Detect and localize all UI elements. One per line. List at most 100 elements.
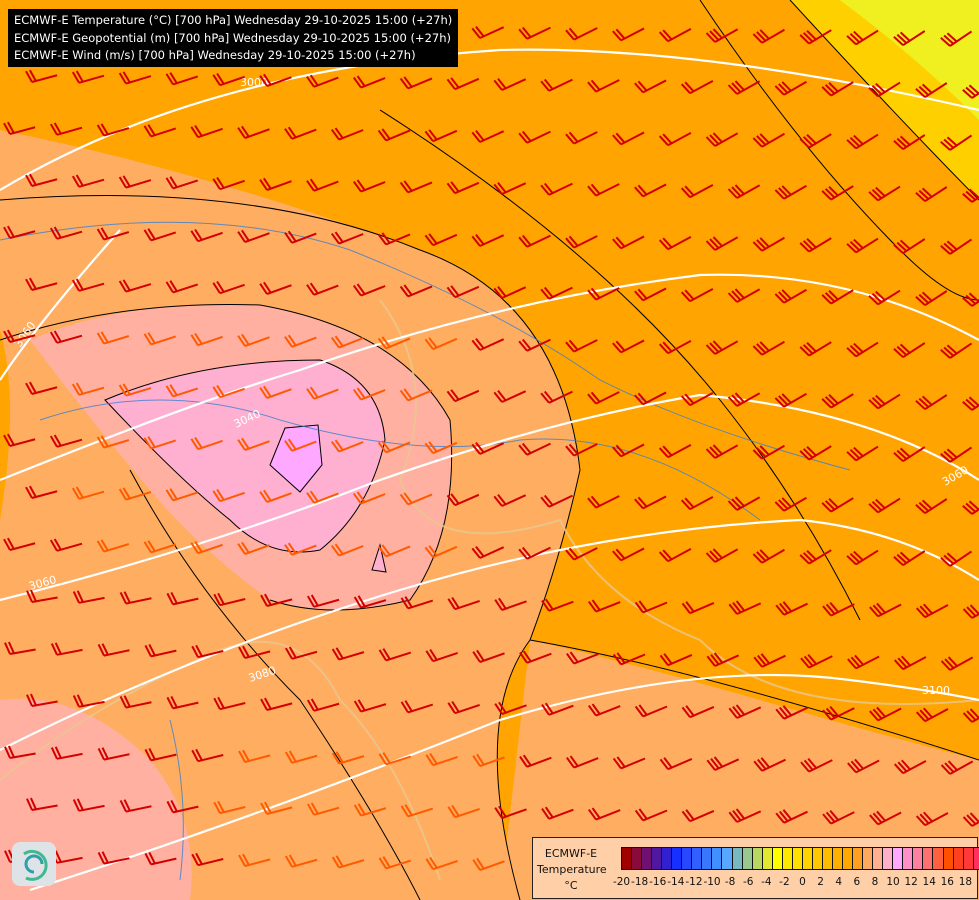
wind-barb [727, 80, 761, 95]
wind-barb [565, 27, 598, 41]
title-temperature: ECMWF-E Temperature (°C) [700 hPa] Wedne… [14, 13, 453, 27]
wind-barb [821, 185, 854, 201]
wind-barb [471, 546, 505, 559]
wind-barb [634, 183, 667, 198]
wind-barb [118, 71, 152, 85]
wind-barb [143, 124, 177, 138]
wind-barb [166, 592, 199, 606]
wind-barb [869, 602, 902, 618]
wind-barb [25, 69, 58, 83]
wind-barb [518, 442, 551, 456]
wind-barb [893, 655, 927, 671]
color-swatch [632, 848, 643, 869]
wind-barb [799, 445, 832, 461]
wind-barb [962, 186, 979, 203]
wind-barb [774, 392, 807, 408]
wind-barb [190, 540, 223, 555]
wind-barb [847, 654, 880, 670]
wind-barb [471, 130, 505, 143]
color-swatch [742, 848, 753, 869]
wind-barb [940, 760, 974, 775]
wind-barb [96, 123, 130, 137]
wind-barb [727, 392, 761, 407]
color-swatch [843, 848, 854, 869]
color-swatch [812, 848, 823, 869]
wind-barb [72, 590, 105, 604]
wind-barb [331, 751, 365, 765]
wind-barb [143, 332, 177, 346]
wind-barb [518, 130, 551, 144]
color-swatch [672, 848, 683, 869]
color-swatch [923, 848, 934, 869]
legend-tick: 16 [940, 876, 954, 888]
wind-barb [587, 183, 620, 197]
wind-barb [446, 77, 480, 91]
wind-barb [915, 82, 948, 99]
wind-barb [50, 642, 83, 656]
wind-barb [306, 282, 339, 296]
wind-barb [494, 805, 527, 819]
wind-barb [26, 797, 58, 811]
wind-barb [377, 440, 411, 454]
wind-barb [118, 279, 152, 293]
wind-barb [472, 857, 505, 871]
wind-barb [213, 696, 246, 711]
wind-barb [377, 544, 411, 558]
wind-barb [259, 385, 292, 399]
wind-barb [4, 641, 36, 655]
color-swatch [853, 848, 864, 869]
wind-barb [96, 227, 130, 241]
wind-barb [612, 235, 645, 250]
color-swatch [712, 848, 723, 869]
wind-barb [284, 542, 317, 556]
legend-tick: 18 [958, 876, 973, 888]
wind-barb [587, 391, 620, 405]
wind-barb [612, 652, 646, 666]
wind-barb [752, 132, 785, 148]
legend-tick: 10 [886, 876, 900, 888]
wind-barb [658, 27, 692, 43]
wind-barb [940, 30, 973, 47]
wind-barb [471, 26, 505, 39]
color-swatch [622, 848, 633, 869]
wind-barb [846, 133, 879, 150]
wind-barb [940, 134, 973, 151]
wind-barb [962, 394, 979, 411]
wind-barb [728, 808, 762, 823]
wind-barb [49, 226, 83, 240]
wind-barb [634, 79, 667, 94]
wind-barb [212, 488, 245, 503]
legend-tick: -10 [703, 876, 721, 888]
wind-barb [3, 433, 36, 447]
wind-barb [915, 707, 949, 723]
wind-barb [330, 439, 364, 453]
wind-barb [144, 644, 177, 658]
wind-barb [893, 134, 926, 151]
wind-barb [284, 750, 318, 764]
wind-barb [237, 333, 270, 347]
wind-barb [191, 852, 224, 867]
wind-barb [25, 277, 58, 291]
wind-barb [3, 537, 36, 551]
wind-barb [774, 288, 807, 304]
wind-barb [540, 78, 573, 92]
wind-barb [868, 289, 901, 306]
wind-barb [353, 595, 387, 609]
wind-barb [26, 693, 58, 707]
wind-barb [518, 26, 551, 40]
wind-barb [846, 549, 879, 566]
wind-barb [940, 550, 973, 567]
wind-barb [869, 706, 902, 722]
wind-barb [259, 489, 292, 503]
color-swatch [722, 848, 733, 869]
wind-barb [753, 653, 786, 668]
color-swatch [883, 848, 894, 869]
wind-barb [869, 810, 902, 826]
wind-barb [799, 237, 832, 253]
wind-barb [753, 757, 786, 772]
color-swatch [692, 848, 703, 869]
wind-barb [238, 853, 271, 867]
wind-barb [447, 700, 480, 715]
wind-barb [612, 547, 645, 562]
